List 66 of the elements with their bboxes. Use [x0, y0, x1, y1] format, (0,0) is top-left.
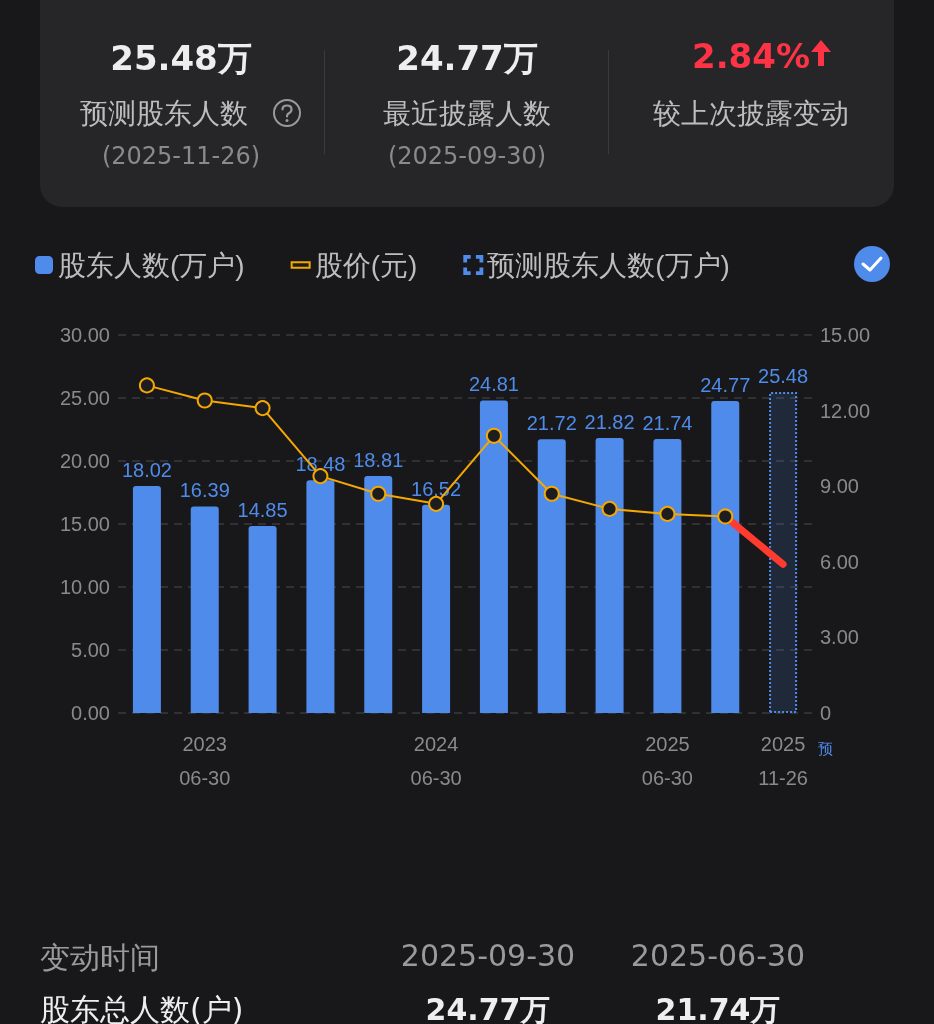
x-tick-label: 2025 11-26 [758, 733, 808, 789]
legend-label: 股价(元) [314, 249, 418, 281]
bar [653, 439, 682, 713]
bar [306, 480, 335, 713]
y2-tick-label: 12.00 [820, 399, 871, 422]
y-tick-label: 20.00 [59, 450, 110, 472]
text: 2025-09-30 [400, 938, 576, 973]
bar [132, 485, 161, 713]
y2-tick-label: 6.00 [820, 550, 859, 573]
point [196, 392, 213, 409]
point [659, 505, 676, 522]
y-tick-label: 5.00 [71, 639, 110, 661]
data-label: 21.82 [584, 411, 635, 434]
y-tick-label: 10.00 [59, 576, 110, 598]
point [485, 427, 502, 444]
text: (2025-09-30) [387, 142, 547, 170]
text: 2.84% [692, 36, 810, 76]
data-label: 21.72 [526, 412, 577, 435]
text: 变动时间 [40, 939, 160, 977]
point [138, 377, 155, 394]
bar [537, 439, 566, 713]
y-tick-label: 30.00 [59, 324, 110, 346]
text: 25.48万 [110, 37, 252, 80]
bar [190, 506, 219, 713]
text: 预 [817, 740, 833, 759]
x-tick-label: 2023 06-30 [179, 733, 231, 789]
y-tick-label: 15.00 [59, 513, 110, 535]
y2-tick-label: 0 [820, 702, 832, 724]
point [601, 500, 618, 517]
point [428, 495, 445, 512]
y-tick-label: 25.00 [59, 387, 110, 409]
data-label: 21.74 [642, 412, 693, 435]
x-tick-label: 2024 06-30 [410, 733, 462, 789]
text: 较上次披露变动 [653, 96, 849, 132]
data-label: 18.02 [121, 458, 172, 481]
bar [364, 475, 393, 713]
point [717, 508, 734, 525]
y-tick-label: 0.00 [71, 702, 110, 724]
text: (2025-11-26) [101, 142, 261, 170]
bar [422, 504, 451, 713]
bar [711, 400, 740, 713]
text: 最近披露人数 [383, 96, 551, 132]
text: 24.77万 [396, 37, 538, 80]
text: 2025-06-30 [630, 938, 806, 973]
point [543, 485, 560, 502]
legend-label: 预测股东人数(万户) [487, 249, 730, 281]
point [370, 485, 387, 502]
point [254, 400, 271, 417]
data-label: 24.77 [700, 373, 751, 396]
legend-label: 股东人数(万户) [58, 249, 245, 281]
data-label: 14.85 [237, 498, 288, 521]
data-label: 25.48 [758, 364, 809, 387]
text: 21.74万 [655, 991, 781, 1024]
y2-tick-label: 15.00 [820, 324, 871, 346]
bar [479, 400, 508, 713]
text: 股东总人数(户) [40, 991, 244, 1024]
data-label: 18.81 [353, 448, 404, 471]
data-label: 24.81 [468, 373, 519, 396]
y2-tick-label: 3.00 [820, 626, 859, 649]
bar [595, 438, 624, 713]
y2-tick-label: 9.00 [820, 475, 859, 498]
data-label: 16.39 [179, 479, 230, 502]
x-tick-label: 2025 06-30 [641, 733, 693, 789]
text: 24.77万 [425, 991, 551, 1024]
text: 预测股东人数 [80, 96, 249, 132]
bar [248, 525, 277, 713]
